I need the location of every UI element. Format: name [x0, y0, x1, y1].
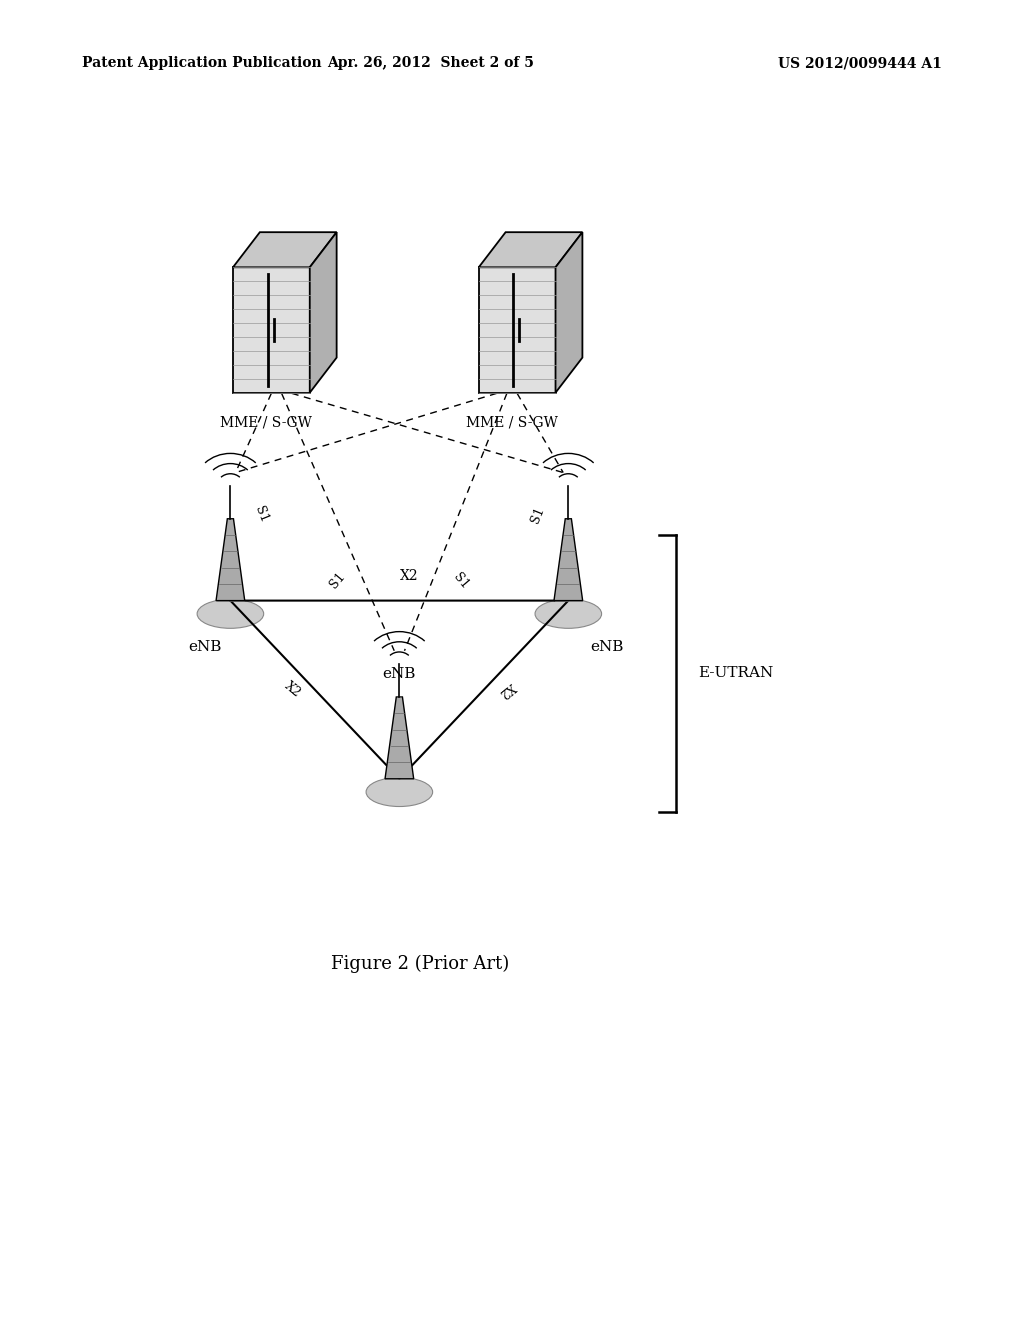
- Polygon shape: [216, 519, 245, 601]
- Text: X2: X2: [282, 680, 303, 700]
- Polygon shape: [233, 267, 309, 393]
- Text: eNB: eNB: [591, 640, 624, 655]
- Polygon shape: [554, 519, 583, 601]
- Text: S1: S1: [328, 570, 348, 591]
- Ellipse shape: [367, 777, 432, 807]
- Text: Patent Application Publication: Patent Application Publication: [82, 57, 322, 70]
- Text: eNB: eNB: [188, 640, 221, 655]
- Polygon shape: [479, 232, 583, 267]
- Polygon shape: [479, 267, 555, 393]
- Polygon shape: [555, 232, 583, 393]
- Polygon shape: [233, 232, 337, 267]
- Text: S1: S1: [528, 504, 547, 525]
- Polygon shape: [385, 697, 414, 779]
- Text: US 2012/0099444 A1: US 2012/0099444 A1: [778, 57, 942, 70]
- Text: E-UTRAN: E-UTRAN: [698, 667, 773, 680]
- Polygon shape: [309, 232, 337, 393]
- Ellipse shape: [535, 599, 602, 628]
- Text: S1: S1: [451, 570, 471, 591]
- Text: Figure 2 (Prior Art): Figure 2 (Prior Art): [331, 954, 509, 973]
- Text: eNB: eNB: [383, 667, 416, 681]
- Text: Apr. 26, 2012  Sheet 2 of 5: Apr. 26, 2012 Sheet 2 of 5: [327, 57, 534, 70]
- Text: X2: X2: [400, 569, 419, 583]
- Text: S1: S1: [252, 504, 270, 525]
- Text: X2: X2: [496, 680, 517, 700]
- Text: MME / S-GW: MME / S-GW: [220, 416, 312, 430]
- Text: MME / S-GW: MME / S-GW: [466, 416, 558, 430]
- Ellipse shape: [197, 599, 264, 628]
